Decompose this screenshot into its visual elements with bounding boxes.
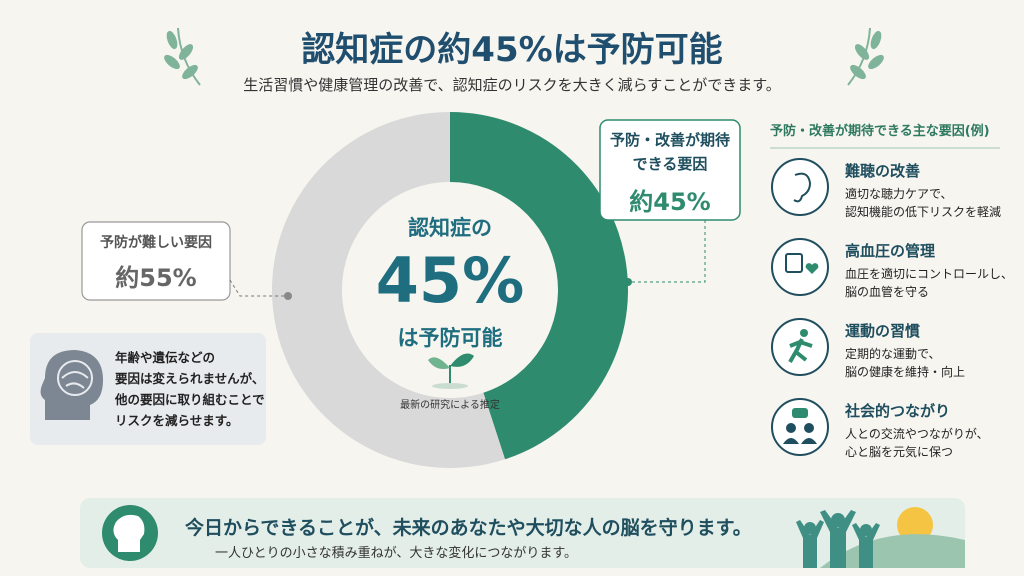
factor: 難聴の改善適切な聴力ケアで、認知機能の低下リスクを軽減	[845, 160, 1020, 240]
sun	[897, 507, 933, 543]
factor: 社会的つながり人との交流やつながりが、 心と脳を元気に保つ	[845, 400, 1020, 480]
sprout-icon	[428, 353, 474, 389]
factor-desc: 人との交流やつながりが、	[845, 427, 989, 441]
center-text: は予防可能	[397, 326, 503, 350]
head-icon	[40, 350, 103, 420]
value-label: 約55%	[115, 264, 197, 292]
connector	[632, 220, 706, 283]
donut-segment	[272, 112, 506, 469]
factor-desc: 認知機能の低下リスクを軽減	[845, 205, 1002, 219]
center-value: 45%	[375, 244, 525, 317]
factor-desc: 脳の血管を守る	[845, 285, 930, 299]
laurel-left	[164, 27, 201, 86]
info-line: リスクを減らせます。	[115, 413, 239, 428]
factor-desc: 心と脳を元気に保つ	[845, 445, 954, 459]
factor-desc: 脳の健康を維持・向上	[845, 365, 966, 379]
title: 認知症の約45%は予防可能	[301, 30, 723, 70]
category-label: 予防が難しい要因	[100, 235, 212, 251]
donut-segment	[450, 112, 628, 460]
factor-title: 運動の習慣	[845, 322, 921, 340]
factor-title: 高血圧の管理	[845, 242, 936, 260]
category-label: 予防・改善が期待できる要因	[610, 131, 731, 173]
banner-main: 今日からできることが、未来のあなたや大切な人の脳を守ります。	[185, 517, 752, 539]
callout-box	[599, 119, 741, 221]
connector-dot	[624, 278, 632, 286]
banner-icon	[113, 514, 145, 552]
hill	[820, 534, 965, 568]
center-text: 認知症の	[408, 216, 492, 240]
connector	[229, 279, 286, 297]
note: 最新の研究による推定	[400, 400, 500, 411]
donut	[272, 112, 628, 469]
people	[796, 510, 880, 568]
factors: 難聴の改善適切な聴力ケアで、認知機能の低下リスクを軽減高血圧の管理血圧を適切にコ…	[845, 160, 1020, 480]
laurel-right	[847, 27, 884, 86]
banner-sub: 一人ひとりの小さな積み重ねが、大きな変化につながります。	[215, 546, 578, 561]
factor-desc: 定期的な運動で、	[845, 347, 941, 361]
info-line: 年齢や遺伝などの	[115, 350, 216, 365]
factor-icons	[771, 158, 829, 456]
factor-title: 難聴の改善	[845, 162, 921, 180]
factor: 運動の習慣定期的な運動で、脳の健康を維持・向上	[845, 320, 1020, 400]
connector-dot	[284, 292, 292, 300]
callout-box	[81, 221, 231, 301]
factor-desc: 血圧を適切にコントロールし、	[845, 267, 1014, 281]
subtitle: 生活習慣や健康管理の改善で、認知症のリスクを大きく減らすことができます。	[243, 76, 781, 94]
factors-heading: 予防・改善が期待できる主な要因(例)	[770, 124, 990, 139]
factor-desc: 適切な聴力ケアで、	[845, 187, 953, 201]
factor: 高血圧の管理血圧を適切にコントロールし、 脳の血管を守る	[845, 240, 1020, 320]
banner	[80, 498, 965, 568]
info-text: 年齢や遺伝などの要因は変えられませんが、 他の要因に取り組むことで リスクを減らせま…	[115, 347, 265, 431]
info-line: 要因は変えられませんが、	[115, 371, 265, 386]
value-label: 約45%	[629, 188, 711, 216]
info-line: 他の要因に取り組むことで	[115, 392, 265, 407]
factor-title: 社会的つながり	[845, 402, 951, 420]
